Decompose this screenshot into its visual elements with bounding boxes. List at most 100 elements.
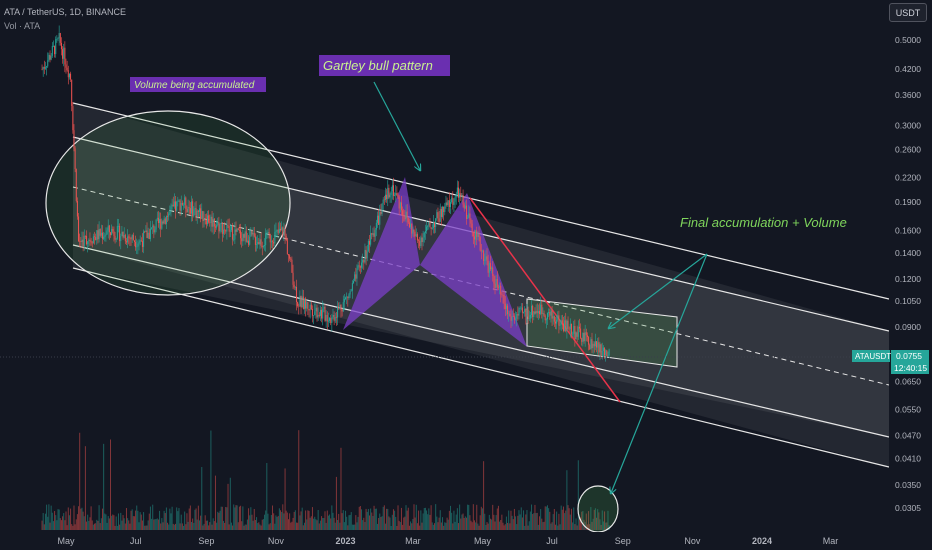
candle-body bbox=[242, 234, 244, 242]
volume-bar bbox=[60, 520, 62, 530]
candle-body bbox=[586, 335, 588, 338]
volume-bar bbox=[508, 510, 510, 530]
symbol-header: ATA / TetherUS, 1D, BINANCE bbox=[4, 7, 127, 17]
volume-bar bbox=[460, 518, 462, 530]
candle-body bbox=[186, 209, 188, 213]
volume-bar bbox=[518, 510, 520, 530]
candle-body bbox=[82, 239, 84, 247]
candle-body bbox=[499, 285, 501, 288]
candle-body bbox=[520, 307, 522, 309]
volume-bar bbox=[186, 513, 188, 530]
candle-body bbox=[153, 225, 155, 233]
time-axis[interactable] bbox=[0, 532, 932, 550]
volume-bar bbox=[355, 515, 357, 530]
volume-bar bbox=[408, 525, 410, 530]
candle-body bbox=[525, 309, 527, 317]
volume-bar bbox=[331, 505, 333, 530]
candle-body bbox=[120, 236, 122, 242]
volume-bar bbox=[556, 511, 558, 530]
candle-body bbox=[519, 308, 521, 309]
candle-body bbox=[194, 208, 196, 209]
candle-body bbox=[210, 216, 212, 223]
candle-body bbox=[218, 222, 220, 232]
volume-bar bbox=[536, 512, 538, 530]
volume-bar bbox=[56, 520, 58, 530]
volume-bar bbox=[167, 522, 169, 530]
candle-body bbox=[497, 287, 499, 288]
volume-bar bbox=[604, 511, 606, 530]
volume-bar bbox=[285, 510, 287, 530]
candle-body bbox=[187, 207, 189, 213]
volume-bar bbox=[117, 513, 119, 530]
candle-body bbox=[607, 355, 609, 357]
volume-bar bbox=[391, 514, 393, 530]
volume-bar bbox=[181, 523, 183, 530]
y-tick-label: 0.1400 bbox=[895, 248, 921, 258]
candle-body bbox=[472, 232, 474, 237]
candle-body bbox=[518, 308, 520, 316]
volume-bar bbox=[58, 509, 60, 530]
candle-body bbox=[331, 316, 333, 323]
candle-body bbox=[72, 105, 74, 131]
candle-body bbox=[568, 329, 570, 330]
volume-bar bbox=[378, 517, 380, 530]
volume-bar bbox=[444, 522, 446, 530]
candle-body bbox=[108, 225, 110, 233]
volume-bar bbox=[366, 511, 368, 530]
volume-bar bbox=[353, 524, 355, 530]
volume-bar bbox=[403, 517, 405, 530]
volume-bar bbox=[496, 508, 498, 530]
volume-bar bbox=[41, 520, 43, 530]
volume-bar bbox=[319, 520, 321, 530]
volume-bar bbox=[388, 516, 390, 530]
candle-body bbox=[121, 231, 123, 237]
candle-body bbox=[448, 200, 450, 208]
price-axis[interactable] bbox=[889, 0, 932, 532]
candle-body bbox=[200, 208, 202, 219]
candle-body bbox=[160, 219, 162, 229]
candle-body bbox=[254, 236, 256, 245]
volume-bar bbox=[428, 508, 430, 530]
volume-bar bbox=[488, 514, 490, 530]
candle-body bbox=[604, 347, 606, 356]
volume-bar bbox=[495, 515, 497, 530]
candle-body bbox=[386, 194, 388, 200]
candle-body bbox=[361, 262, 363, 268]
volume-bar bbox=[217, 511, 219, 530]
volume-bar bbox=[322, 517, 324, 530]
candle-body bbox=[60, 42, 62, 50]
volume-bar bbox=[517, 515, 519, 530]
candle-body bbox=[565, 320, 567, 332]
candle-body bbox=[477, 233, 479, 237]
candle-body bbox=[427, 225, 429, 227]
candle-body bbox=[56, 38, 58, 40]
candle-body bbox=[64, 47, 66, 65]
volume-bar bbox=[206, 520, 208, 530]
volume-bar bbox=[89, 517, 91, 530]
candle-body bbox=[264, 245, 266, 247]
volume-bar bbox=[487, 523, 489, 530]
candle-body bbox=[113, 231, 115, 236]
candle-body bbox=[132, 235, 134, 241]
candle-body bbox=[463, 204, 465, 209]
volume-bar bbox=[169, 508, 171, 530]
candle-body bbox=[59, 33, 61, 43]
candle-body bbox=[378, 215, 380, 225]
candle-body bbox=[426, 226, 428, 231]
volume-bar bbox=[375, 508, 377, 530]
candle-body bbox=[550, 310, 552, 316]
volume-highlight-ellipse bbox=[577, 485, 619, 533]
candle-body bbox=[435, 218, 437, 228]
candle-body bbox=[527, 309, 529, 319]
volume-bar bbox=[196, 519, 198, 530]
currency-button[interactable]: USDT bbox=[889, 3, 927, 22]
candle-body bbox=[370, 233, 372, 245]
volume-bar bbox=[521, 517, 523, 530]
volume-bar bbox=[580, 517, 582, 530]
x-tick-label: Sep bbox=[615, 536, 631, 546]
candle-body bbox=[209, 222, 211, 224]
volume-bar bbox=[79, 432, 81, 530]
volume-bar bbox=[566, 470, 568, 530]
volume-bar bbox=[588, 511, 590, 530]
